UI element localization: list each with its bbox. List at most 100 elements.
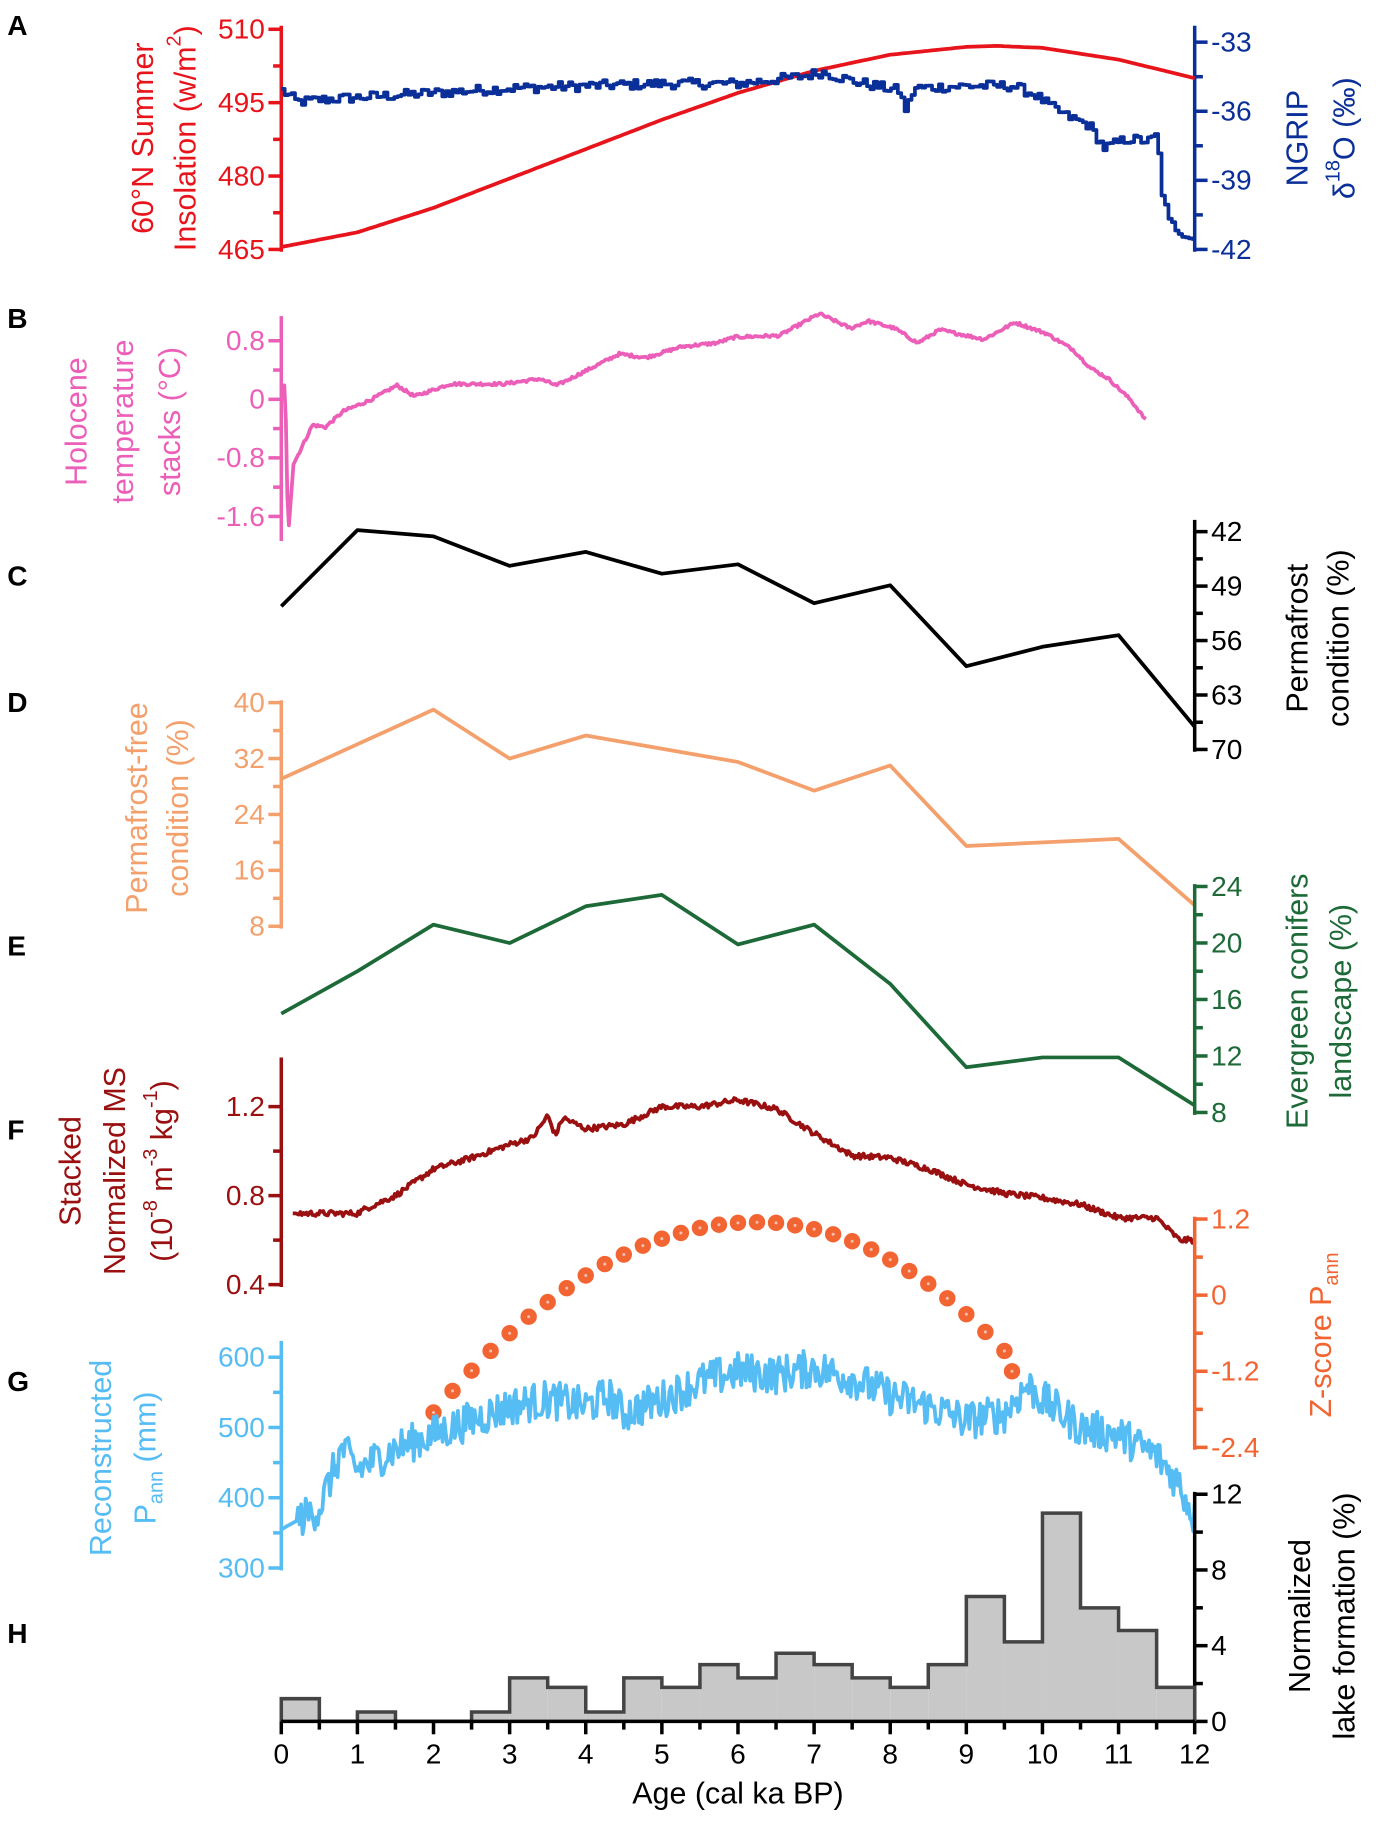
z-tick-label: 0 — [1211, 1280, 1227, 1311]
lake-tick-label: 8 — [1211, 1554, 1227, 1585]
pfree-tick-label: 8 — [249, 911, 265, 942]
zscore-point-center — [679, 1231, 683, 1235]
axis-title-segment: Stacked — [54, 1116, 88, 1226]
axis-title-segment: temperature — [106, 340, 140, 504]
axis-title-segment: 18 — [1323, 160, 1345, 182]
axis-title-segment: (mm) — [128, 1391, 162, 1470]
zscore-point-center — [622, 1253, 626, 1257]
pfree-axis-title: Permafrost-free — [120, 702, 154, 913]
axis-title-segment: NGRIP — [1281, 90, 1315, 186]
histogram-bar — [890, 1687, 929, 1722]
zscore-point-center — [546, 1300, 550, 1304]
perma-tick-label: 70 — [1211, 734, 1242, 765]
axis-title-segment: m — [145, 1166, 179, 1200]
pann-axis-title: Pann (mm) — [128, 1391, 167, 1524]
z-tick-label: 1.2 — [1211, 1203, 1250, 1234]
conif-tick-label: 16 — [1211, 984, 1242, 1015]
temp-tick-label: 0 — [249, 384, 265, 415]
ms-axis-title: Stacked — [54, 1116, 88, 1226]
histogram-bar — [281, 1698, 320, 1722]
axis-title-segment: ann — [145, 1471, 167, 1504]
axis-title-segment: lake formation (%) — [1328, 1493, 1362, 1740]
ms-tick-label: 0.4 — [226, 1269, 265, 1300]
histogram-bar — [776, 1653, 815, 1722]
perma-tick-label: 63 — [1211, 679, 1242, 710]
pann-tick-label: 400 — [218, 1482, 265, 1513]
temp-tick-label: -0.8 — [216, 442, 264, 473]
panel-letter: D — [7, 687, 27, 718]
axis-title-segment: 2 — [163, 35, 185, 46]
histogram-bar — [1118, 1630, 1157, 1722]
axis-title-segment: Normalized MS — [98, 1067, 132, 1275]
panel-letter: B — [7, 303, 27, 334]
pfree-tick-label: 40 — [234, 687, 265, 718]
histogram-bar — [1156, 1687, 1195, 1722]
zscore-point-center — [717, 1223, 721, 1227]
perma-axis-title: Permafrost — [1281, 563, 1315, 712]
conif-tick-label: 12 — [1211, 1040, 1242, 1071]
perma-tick-label: 42 — [1211, 516, 1242, 547]
x-tick-label: 9 — [959, 1739, 975, 1770]
temp-tick-label: 0.8 — [226, 325, 265, 356]
x-tick-label: 11 — [1104, 1739, 1133, 1770]
zscore-point-center — [831, 1232, 835, 1236]
zscore-point-center — [926, 1282, 930, 1286]
temp-tick-label: -1.6 — [216, 501, 264, 532]
zscore-point-center — [584, 1273, 588, 1278]
pann-tick-label: 500 — [218, 1412, 265, 1443]
histogram-bar — [623, 1677, 662, 1722]
zscore-point-center — [869, 1247, 873, 1252]
histogram-bar — [661, 1687, 700, 1722]
zscore-point-center — [603, 1262, 607, 1266]
zscore-point-center — [1010, 1369, 1014, 1373]
pfree-tick-label: 24 — [234, 799, 265, 830]
series-ms-line — [292, 1096, 1196, 1245]
z-tick-label: -1.2 — [1211, 1356, 1259, 1387]
series-pfree-line — [280, 707, 1196, 907]
x-tick-label: 8 — [882, 1739, 898, 1770]
lake-tick-label: 4 — [1211, 1630, 1227, 1661]
x-tick-label: 2 — [426, 1739, 442, 1770]
panel-letter: A — [7, 10, 27, 41]
ngrip-tick-label: -33 — [1211, 27, 1252, 58]
insol-axis-title: Insolation (w/m2) — [163, 25, 202, 251]
lake-tick-label: 0 — [1211, 1706, 1227, 1737]
histogram-bar — [509, 1677, 548, 1722]
z-axis-title: Z-score Pann — [1304, 1252, 1343, 1417]
insol-tick-label: 510 — [218, 14, 265, 45]
axis-title-segment: Evergreen conifers — [1281, 873, 1315, 1128]
ngrip-axis-title: NGRIP — [1281, 90, 1315, 186]
axis-title-segment: ) — [168, 25, 202, 35]
x-tick-label: 0 — [273, 1739, 289, 1770]
temp-axis-title: stacks (°C) — [153, 347, 187, 496]
panel-b: B 0.8 0 -0.8 -1.6 Holocene temperature stacks (… — [7, 303, 1147, 542]
panel-f: F 1.2 0.8 0.4 Stacked Normalized MS (10-8 m-3 … — [7, 1057, 1196, 1300]
series-ngrip-line — [281, 68, 1195, 241]
zscore-point-center — [508, 1331, 512, 1335]
pfree-tick-label: 32 — [234, 743, 265, 774]
zscore-point-center — [964, 1312, 968, 1316]
zscore-point-center — [793, 1223, 797, 1227]
zscore-point-center — [489, 1349, 493, 1353]
axis-title-segment: Permafrost — [1281, 563, 1315, 712]
zscore-point-center — [850, 1239, 854, 1243]
temp-axis-title: Holocene — [59, 357, 93, 486]
pfree-tick-label: 16 — [234, 855, 265, 886]
conif-tick-label: 8 — [1211, 1097, 1227, 1128]
ngrip-tick-label: -36 — [1211, 96, 1252, 127]
x-tick-label: 7 — [806, 1739, 822, 1770]
series-pann-line — [280, 1349, 1197, 1537]
zscore-point-center — [812, 1227, 816, 1231]
series-conif-line — [280, 893, 1196, 1108]
series-perma-line — [279, 528, 1197, 729]
histogram-bar — [471, 1711, 510, 1722]
panel-letter: G — [7, 1366, 29, 1397]
zscore-point-center — [774, 1221, 778, 1225]
histogram-bar — [814, 1664, 853, 1722]
axis-title-segment: ) — [145, 1080, 179, 1090]
panel-letter: E — [7, 931, 26, 962]
histogram-bar — [966, 1596, 1005, 1722]
zscore-point-center — [641, 1244, 645, 1248]
axis-title-segment: Holocene — [59, 357, 93, 486]
